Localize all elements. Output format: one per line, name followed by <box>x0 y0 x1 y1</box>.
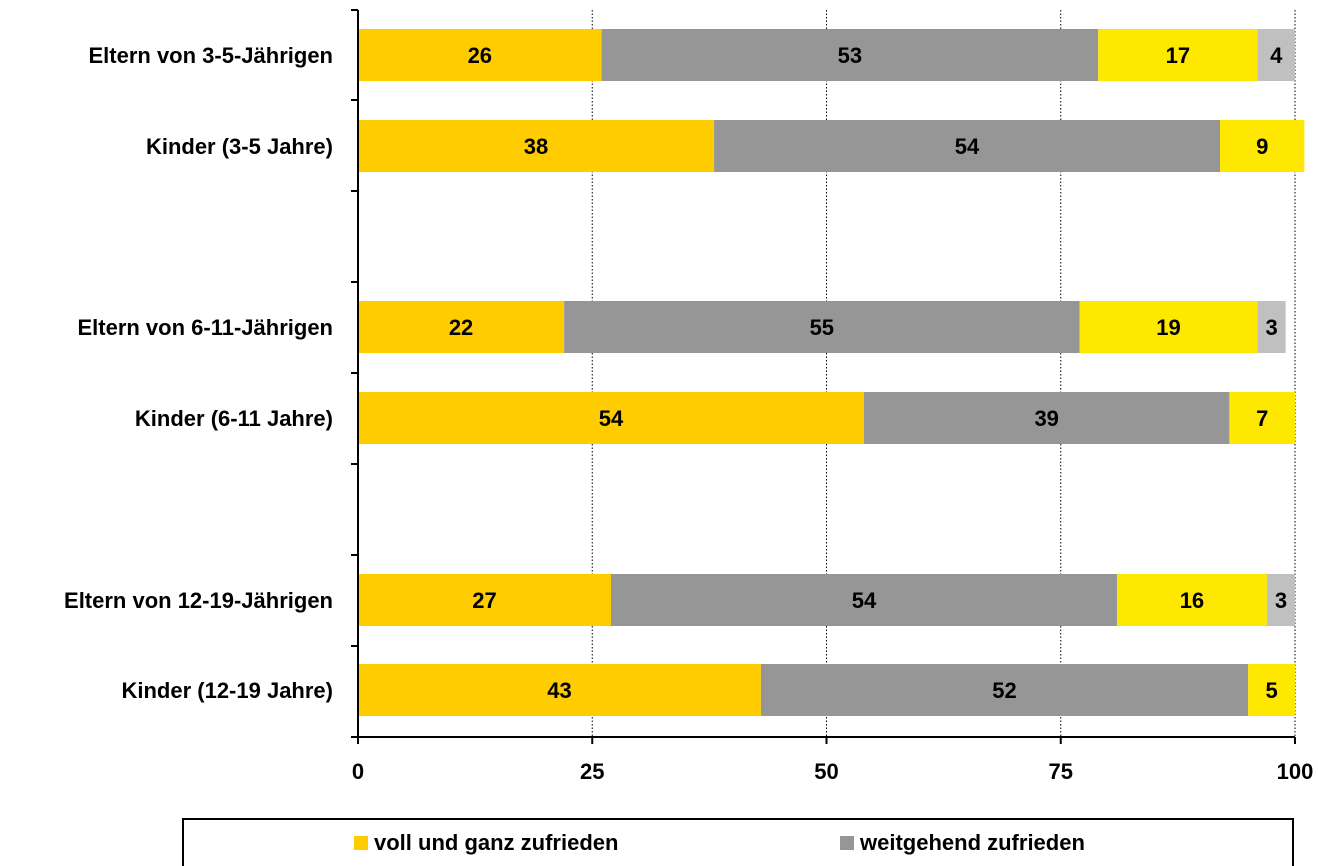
bar-segment-1-2 <box>1220 120 1305 172</box>
data-label-2-2: 19 <box>1156 315 1180 340</box>
data-label-0-0: 26 <box>468 43 492 68</box>
bar-segment-1-0 <box>358 120 715 172</box>
data-label-1-2: 9 <box>1256 134 1268 159</box>
category-label-0: Eltern von 3-5-Jährigen <box>88 43 333 68</box>
bar-segment-3-1 <box>863 392 1230 444</box>
category-label-4: Eltern von 12-19-Jährigen <box>64 588 333 613</box>
legend: voll und ganz zufrieden weitgehend zufri… <box>182 818 1294 866</box>
legend-item-voll: voll und ganz zufrieden <box>354 830 618 856</box>
category-label-3: Kinder (6-11 Jahre) <box>135 406 333 431</box>
x-tick-label-50: 50 <box>814 759 838 784</box>
bar-segment-4-1 <box>610 574 1117 626</box>
bar-segment-1-1 <box>714 120 1221 172</box>
bar-segment-3-0 <box>358 392 864 444</box>
data-label-0-1: 53 <box>838 43 862 68</box>
bar-segment-4-3 <box>1266 574 1295 626</box>
x-tick-label-25: 25 <box>580 759 604 784</box>
data-label-1-1: 54 <box>955 134 980 159</box>
gridlines <box>591 10 1296 737</box>
data-label-5-0: 43 <box>547 678 571 703</box>
legend-label-voll: voll und ganz zufrieden <box>374 830 619 855</box>
bar-segment-0-2 <box>1098 29 1258 81</box>
bars: 26 53 17 4 38 54 9 22 55 19 3 54 39 7 27 54 16 3 43 52 5 <box>358 29 1305 716</box>
category-label-2: Eltern von 6-11-Jährigen <box>77 315 333 340</box>
data-label-3-0: 54 <box>599 406 624 431</box>
data-label-2-3: 3 <box>1265 315 1277 340</box>
x-tick-label-100: 100 <box>1277 759 1314 784</box>
bar-segment-2-2 <box>1079 301 1258 353</box>
data-label-0-2: 17 <box>1166 43 1190 68</box>
data-label-5-1: 52 <box>992 678 1016 703</box>
bar-segment-5-0 <box>358 664 761 716</box>
data-label-4-1: 54 <box>852 588 877 613</box>
bar-segment-4-0 <box>358 574 611 626</box>
category-labels: Eltern von 3-5-Jährigen Kinder (3-5 Jahre… <box>64 43 333 703</box>
x-tick-labels: 0 25 50 75 100 <box>352 759 1313 784</box>
bar-segment-0-1 <box>601 29 1099 81</box>
data-label-0-3: 4 <box>1270 43 1283 68</box>
data-label-4-3: 3 <box>1275 588 1287 613</box>
bar-segment-5-2 <box>1248 664 1295 716</box>
data-label-2-0: 22 <box>449 315 473 340</box>
legend-swatch-voll <box>354 836 368 850</box>
data-label-1-0: 38 <box>524 134 548 159</box>
bar-segment-5-1 <box>760 664 1249 716</box>
bar-segment-2-0 <box>358 301 565 353</box>
data-label-4-2: 16 <box>1180 588 1204 613</box>
bar-segment-2-3 <box>1257 301 1286 353</box>
data-label-5-2: 5 <box>1265 678 1277 703</box>
x-tick-label-0: 0 <box>352 759 364 784</box>
bar-segment-0-0 <box>358 29 602 81</box>
legend-swatch-weitgehend <box>840 836 854 850</box>
category-label-5: Kinder (12-19 Jahre) <box>121 678 333 703</box>
legend-label-weitgehend: weitgehend zufrieden <box>860 830 1085 855</box>
legend-item-weitgehend: weitgehend zufrieden <box>840 830 1085 856</box>
bar-segment-3-2 <box>1229 392 1295 444</box>
data-label-4-0: 27 <box>472 588 496 613</box>
x-tick-label-75: 75 <box>1049 759 1073 784</box>
bar-segment-0-3 <box>1257 29 1295 81</box>
bar-segment-2-1 <box>564 301 1080 353</box>
data-label-3-1: 39 <box>1034 406 1058 431</box>
category-label-1: Kinder (3-5 Jahre) <box>146 134 333 159</box>
data-label-3-2: 7 <box>1256 406 1268 431</box>
bar-segment-4-2 <box>1116 574 1267 626</box>
axes <box>351 9 1296 744</box>
data-label-2-1: 55 <box>810 315 834 340</box>
